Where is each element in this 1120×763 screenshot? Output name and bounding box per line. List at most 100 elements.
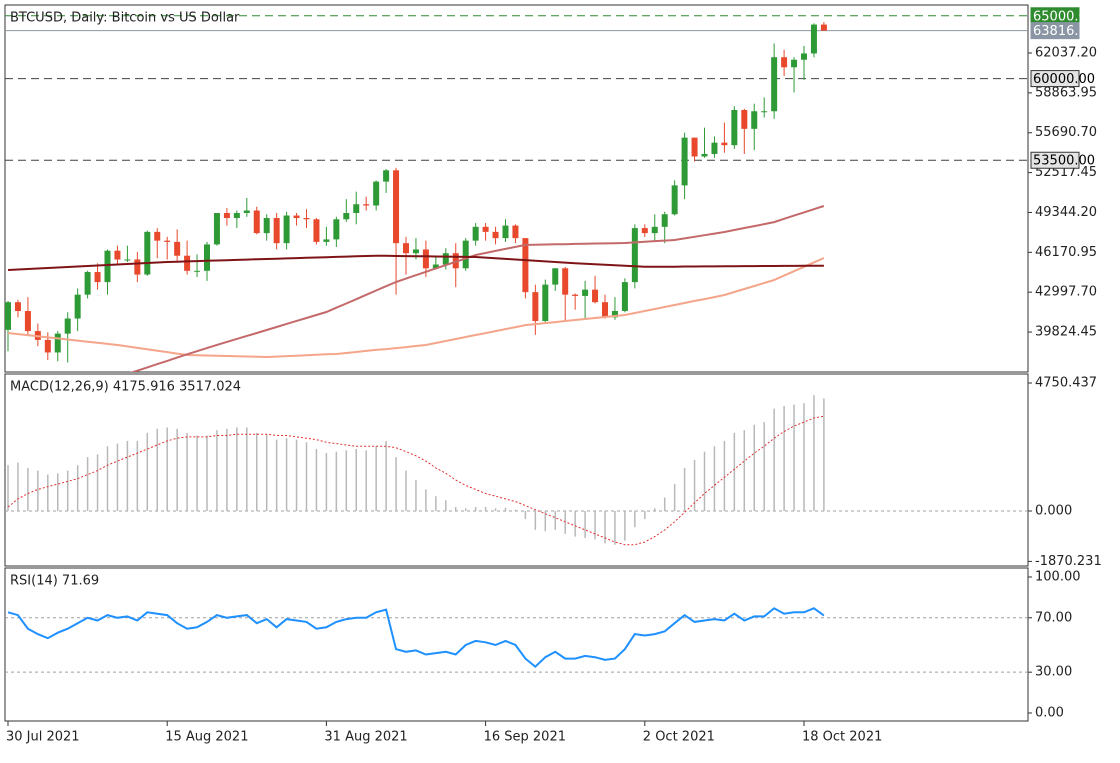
panel-frame <box>4 4 1029 373</box>
panel-frame <box>4 567 1029 722</box>
candle-body <box>422 249 429 269</box>
level-label-box <box>1030 151 1080 169</box>
candle-body <box>263 218 270 234</box>
candle-body <box>771 57 778 112</box>
y-tick-label: 52517.45 <box>1035 165 1097 180</box>
candle-body <box>582 289 589 296</box>
candle-body <box>283 215 290 244</box>
candle-body <box>462 240 469 269</box>
candle-body <box>721 142 728 146</box>
level-label: 63816.50 <box>1033 24 1095 39</box>
candle-body <box>313 219 320 242</box>
y-tick-label: 0.00 <box>1035 705 1064 720</box>
candle-body <box>174 241 181 256</box>
candle-body <box>243 210 250 214</box>
panel-title: RSI(14) 71.69 <box>10 574 99 589</box>
candle-body <box>383 170 390 182</box>
y-tick-label: 46170.95 <box>1035 245 1097 260</box>
candle-body <box>273 218 280 244</box>
candle-body <box>54 333 61 353</box>
x-tick-label: 31 Aug 2021 <box>324 730 407 745</box>
candle-body <box>44 339 51 353</box>
level-label-box <box>1030 70 1080 88</box>
candle-body <box>681 137 688 186</box>
candle-body <box>293 215 300 219</box>
candle-body <box>651 226 658 234</box>
x-tick-label: 18 Oct 2021 <box>802 730 882 745</box>
candle-body <box>621 282 628 311</box>
candle-body <box>801 53 807 60</box>
panel-title: BTCUSD, Daily: Bitcoin vs US Dollar <box>10 11 240 26</box>
y-tick-label: 39824.45 <box>1035 325 1097 340</box>
y-tick-label: 30.00 <box>1035 665 1072 680</box>
candle-body <box>194 270 201 272</box>
candle-body <box>761 111 768 113</box>
candle-body <box>303 218 310 220</box>
candle-body <box>223 213 230 219</box>
candle-body <box>641 228 648 234</box>
candle-body <box>323 239 330 242</box>
candle-body <box>64 318 71 334</box>
x-tick-label: 16 Sep 2021 <box>484 730 566 745</box>
candle-body <box>403 243 409 254</box>
candle-body <box>343 213 350 220</box>
candle-body <box>154 231 161 241</box>
y-tick-label: 55690.70 <box>1035 125 1097 140</box>
candle-body <box>84 272 91 295</box>
y-tick-label: 42997.70 <box>1035 285 1097 300</box>
candle-body <box>124 259 131 261</box>
y-tick-label: 62037.20 <box>1035 45 1097 60</box>
candle-body <box>611 310 618 318</box>
series-line <box>7 415 824 546</box>
series-line <box>7 257 825 359</box>
candle-body <box>114 250 121 260</box>
candle-body <box>820 24 827 31</box>
candle-body <box>184 255 191 271</box>
candle-body <box>204 244 210 271</box>
level-label-box <box>1030 22 1080 40</box>
candle-body <box>631 228 638 283</box>
candle-body <box>253 210 260 234</box>
candle-body <box>94 272 101 283</box>
candle-body <box>562 268 569 295</box>
candle-body <box>671 185 678 215</box>
series-line <box>129 205 825 372</box>
series-line <box>7 254 824 271</box>
candle-body <box>482 226 489 232</box>
candle-body <box>711 142 718 154</box>
candle-body <box>522 238 529 293</box>
candle-body <box>791 59 798 68</box>
candle-body <box>432 264 439 269</box>
candle-body <box>602 302 608 318</box>
candle-body <box>134 259 141 275</box>
candle-body <box>781 57 788 68</box>
candle-body <box>373 181 380 206</box>
plot-area <box>5 607 1028 673</box>
candle-body <box>512 225 519 239</box>
y-tick-label: 70.00 <box>1035 610 1072 625</box>
candle-body <box>333 219 340 240</box>
candle-body <box>164 240 171 242</box>
plot-area <box>5 15 1028 372</box>
candle-body <box>363 204 370 206</box>
level-label: 53500.00 <box>1033 154 1095 169</box>
candle-body <box>592 289 599 303</box>
candle-body <box>104 250 111 283</box>
candle-body <box>492 231 499 239</box>
candle-body <box>542 284 549 322</box>
candle-body <box>502 225 509 239</box>
candle-body <box>14 302 21 311</box>
candle-body <box>393 170 400 244</box>
candle-body <box>552 268 559 285</box>
candle-body <box>412 249 419 254</box>
y-tick-label: 58863.95 <box>1035 85 1097 100</box>
level-label: 65000.00 <box>1033 9 1095 24</box>
panel-title: MACD(12,26,9) 4175.916 3517.024 <box>10 380 241 395</box>
candle-body <box>233 213 240 219</box>
candle-body <box>472 226 479 241</box>
x-tick-label: 30 Jul 2021 <box>6 730 80 745</box>
candle-body <box>24 310 31 332</box>
candle-body <box>691 137 698 157</box>
